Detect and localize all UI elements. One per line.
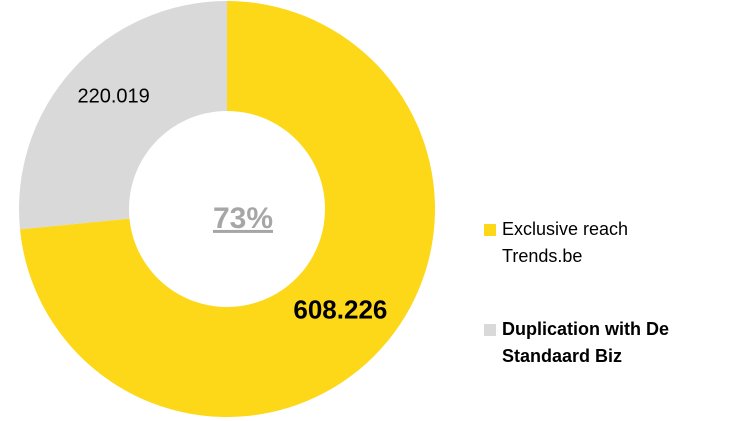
legend-item: Duplication with De Standaard Biz [484, 316, 724, 370]
legend-item: Exclusive reach Trends.be [484, 216, 724, 270]
legend-swatch [484, 224, 496, 236]
center-label: 73% [213, 202, 273, 235]
value-label: 220.019 [77, 86, 149, 108]
legend-label: Duplication with De Standaard Biz [502, 319, 670, 366]
legend-swatch [484, 324, 496, 336]
slice [20, 1, 435, 417]
value-label: 608.226 [293, 295, 387, 325]
legend-label: Exclusive reach Trends.be [502, 219, 629, 266]
slice [18, 1, 227, 230]
